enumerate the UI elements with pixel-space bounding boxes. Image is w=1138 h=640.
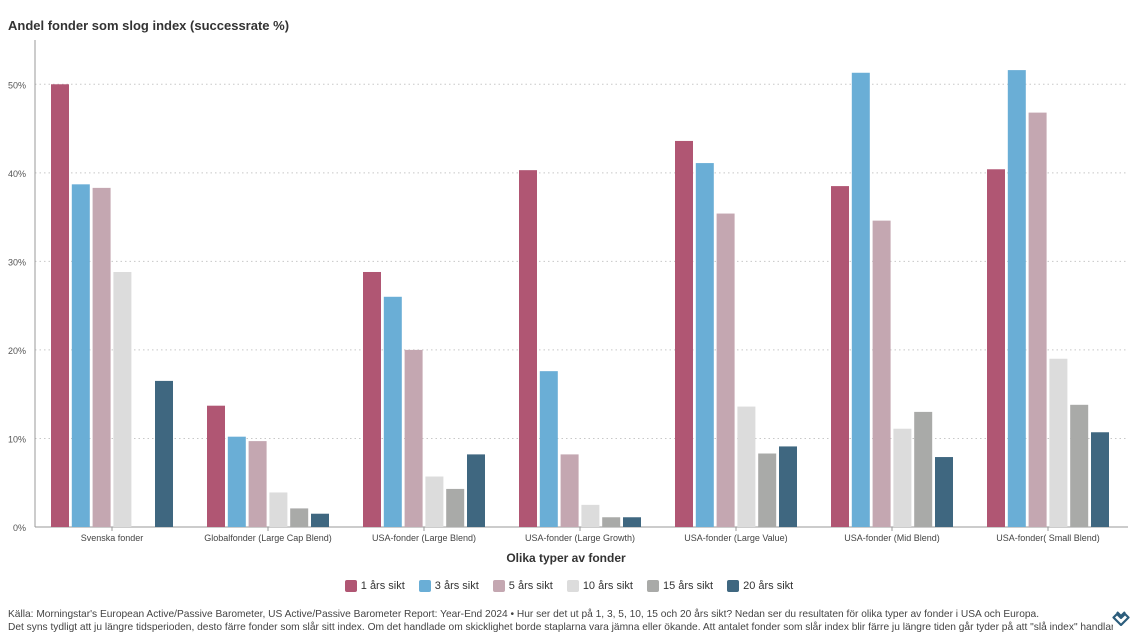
legend-swatch [418,580,431,592]
bar[interactable] [675,140,693,527]
y-tick-label: 20% [8,346,26,356]
bar[interactable] [51,84,69,527]
bar[interactable] [1070,404,1089,527]
legend-item[interactable]: 1 års sikt [344,580,405,592]
bar[interactable] [227,436,246,527]
bar[interactable] [113,271,132,527]
legend-item[interactable]: 3 års sikt [418,580,479,592]
bars [51,70,1109,528]
y-tick-label: 30% [8,257,26,267]
legend-item[interactable]: 10 års sikt [566,580,633,592]
legend-item[interactable]: 15 års sikt [646,580,714,592]
bar[interactable] [987,169,1005,527]
y-tick-label: 40% [8,169,26,179]
bar[interactable] [851,72,870,528]
chart-title: Andel fonder som slog index (successrate… [8,18,290,33]
x-tick-label: Globalfonder (Large Cap Blend) [204,533,332,543]
x-tick-label: USA-fonder (Large Growth) [525,533,635,543]
bar[interactable] [716,213,735,528]
bar[interactable] [519,170,537,528]
legend-swatch [344,580,357,592]
bar[interactable] [695,163,714,527]
bar[interactable] [363,271,381,527]
bar[interactable] [737,406,756,527]
legend-swatch [492,580,505,592]
legend-item[interactable]: 5 års sikt [492,580,553,592]
x-tick-label: USA-fonder( Small Blend) [996,533,1100,543]
legend-item[interactable]: 20 års sikt [727,580,793,592]
bar[interactable] [155,380,173,527]
footnote-line-2: Det syns tydligt att ju längre tidsperio… [8,622,1113,633]
bar[interactable] [872,220,891,527]
y-tick-label: 50% [8,80,26,90]
x-tick-label: Svenska fonder [81,533,144,543]
bar[interactable] [602,517,621,527]
y-tick-label: 10% [8,434,26,444]
bar[interactable] [425,476,444,527]
bar[interactable] [831,186,849,527]
bar[interactable] [560,454,579,527]
legend-label: 5 års sikt [508,580,553,592]
bar[interactable] [1007,70,1026,527]
bar[interactable] [935,457,953,527]
x-tick-label: USA-fonder (Large Blend) [372,533,476,543]
bar[interactable] [248,441,267,527]
legend-label: 20 års sikt [743,580,794,592]
legend-label: 1 års sikt [360,580,405,592]
legend-swatch [566,580,579,592]
bar[interactable] [404,349,423,527]
legend: 1 års sikt 3 års sikt 5 års sikt 10 års sik… [0,580,1138,592]
bar[interactable] [893,428,912,527]
bar[interactable] [623,517,641,527]
bar[interactable] [71,184,90,527]
bar[interactable] [758,453,777,527]
bar[interactable] [1028,112,1047,527]
bar[interactable] [383,296,402,527]
footnote-line-1: Källa: Morningstar's European Active/Pas… [8,609,1040,620]
bar[interactable] [539,371,558,527]
bar[interactable] [1091,432,1109,527]
legend-label: 3 års sikt [434,580,479,592]
source-footnote: Källa: Morningstar's European Active/Pas… [8,608,1113,634]
bar-chart: 0% 10% 20% 30% 40% 50% Svenska fonder Globalfon… [8,40,1128,565]
y-tick-label: 0% [13,523,26,533]
legend-swatch [727,580,740,592]
bar[interactable] [207,405,225,527]
x-axis-title: Olika typer av fonder [506,551,626,565]
bar[interactable] [779,446,797,527]
legend-swatch [646,580,659,592]
bar[interactable] [914,411,933,527]
bar[interactable] [311,513,329,527]
bar[interactable] [581,504,600,527]
legend-label: 15 års sikt [662,580,714,592]
bar[interactable] [1049,358,1068,527]
bar[interactable] [269,492,288,527]
bar[interactable] [290,508,309,527]
bar[interactable] [92,187,111,527]
x-tick-label: USA-fonder (Large Value) [684,533,787,543]
bar[interactable] [446,488,465,527]
legend-label: 10 års sikt [582,580,633,592]
x-tick-label: USA-fonder (Mid Blend) [844,533,940,543]
gridlines [35,83,1128,439]
bar[interactable] [467,454,485,527]
brand-logo-icon [1112,611,1130,626]
